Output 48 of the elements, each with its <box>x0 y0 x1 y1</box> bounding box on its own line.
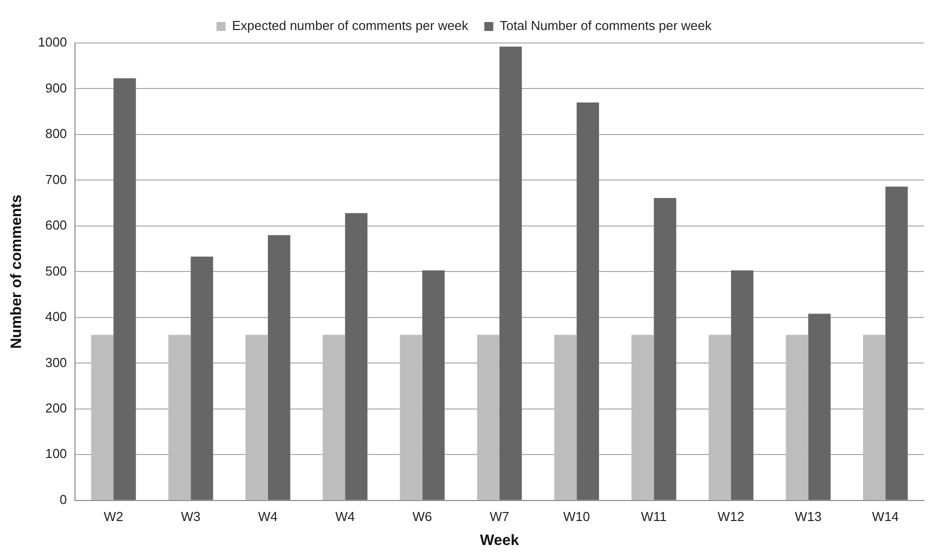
y-tick-label: 600 <box>45 218 67 233</box>
bar <box>863 334 886 500</box>
x-tick-label: W11 <box>640 508 667 524</box>
y-tick-label: 0 <box>60 492 67 507</box>
bar <box>654 198 676 500</box>
bar <box>708 334 732 500</box>
bar <box>168 334 191 500</box>
y-tick-label: 200 <box>45 400 67 416</box>
bar <box>114 78 136 500</box>
bar <box>400 334 422 500</box>
bar <box>554 334 577 500</box>
x-tick-label: W14 <box>872 508 899 524</box>
bar <box>345 213 368 500</box>
bar <box>422 270 445 500</box>
bar <box>268 235 290 500</box>
legend-label: Expected number of comments per week <box>232 18 469 34</box>
x-tick-label: W3 <box>180 508 200 524</box>
x-tick-label: W7 <box>490 508 510 524</box>
y-tick-label: 1000 <box>38 34 67 50</box>
y-tick-label: 700 <box>45 172 67 187</box>
bar <box>477 334 500 500</box>
bar <box>786 334 808 500</box>
y-tick-label: 500 <box>45 263 67 278</box>
y-axis-title: Number of comments <box>8 194 26 349</box>
bar <box>631 334 654 500</box>
bar <box>885 186 908 500</box>
bar <box>808 314 831 500</box>
x-tick-label: W12 <box>718 508 744 524</box>
bar <box>91 334 114 500</box>
y-tick-label: 400 <box>45 309 67 324</box>
bar <box>246 334 268 500</box>
y-tick-label: 900 <box>45 80 67 96</box>
x-tick-label: W6 <box>412 508 432 524</box>
x-axis-title: Week <box>480 532 520 550</box>
bar <box>322 334 346 500</box>
x-tick-label: W13 <box>794 508 822 524</box>
x-tick-label: W4 <box>258 508 278 524</box>
x-tick-label: W10 <box>563 508 590 524</box>
x-tick-label: W4 <box>335 508 355 524</box>
y-tick-label: 800 <box>45 126 67 142</box>
y-tick-label: 100 <box>45 446 67 462</box>
legend-label: Total Number of comments per week <box>500 18 712 34</box>
bar <box>576 102 600 500</box>
x-tick-label: W2 <box>104 508 124 524</box>
bar <box>731 270 754 500</box>
y-tick-label: 300 <box>45 354 67 370</box>
bar <box>190 256 214 500</box>
bar <box>499 46 522 500</box>
